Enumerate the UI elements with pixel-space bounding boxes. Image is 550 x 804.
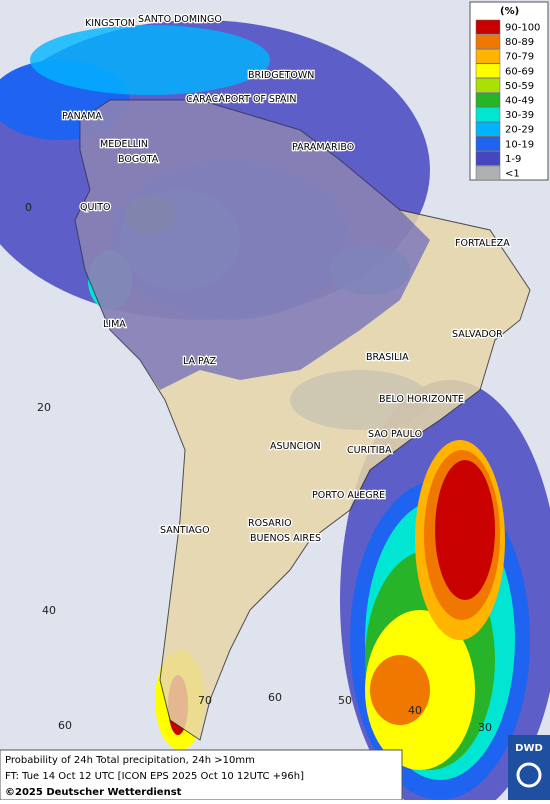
city-label: PORT OF SPAIN: [225, 94, 296, 105]
legend-swatch: [475, 34, 501, 49]
city-label: LIMA: [103, 319, 126, 330]
footer-box: [0, 749, 403, 801]
longitude-label: 50: [338, 694, 352, 707]
legend-label: 80-89: [505, 37, 534, 48]
city-label: BRASILIA: [366, 352, 409, 363]
footer-copyright: ©2025 Deutscher Wetterdienst: [5, 787, 182, 798]
legend-label: 50-59: [505, 81, 534, 92]
legend-swatch: [475, 165, 501, 181]
legend-swatch: [475, 151, 501, 166]
legend-label: 30-39: [505, 110, 534, 121]
city-label: CURITIBA: [347, 445, 392, 456]
latitude-label: 20: [37, 401, 51, 414]
longitude-label: 60: [268, 691, 282, 704]
legend-label: 10-19: [505, 139, 534, 150]
logo: DWD: [515, 743, 543, 754]
legend-label: 60-69: [505, 66, 534, 77]
latitude-label: 60: [58, 719, 72, 732]
legend-label: 20-29: [505, 125, 534, 136]
city-label: BRIDGETOWN: [248, 70, 314, 81]
city-label: PORTO ALEGRE: [312, 490, 385, 501]
legend: (%) 90-100 80-89 70-79 60-69 50-59 40-49 30-39…: [469, 1, 549, 181]
legend-swatch: [475, 92, 501, 108]
legend-swatch: [475, 78, 501, 93]
city-label: BOGOTA: [118, 154, 159, 165]
city-label: BELO HORIZONTE: [379, 394, 464, 405]
city-label: ASUNCION: [270, 441, 321, 452]
logo-box: [508, 735, 550, 800]
legend-swatch: [475, 48, 501, 64]
longitude-label: 30: [478, 721, 492, 734]
city-label: SAO PAULO: [368, 429, 422, 440]
city-label: PANAMA: [62, 111, 102, 122]
land-precip: [75, 100, 430, 390]
longitude-label: 70: [198, 694, 212, 707]
city-label: ROSARIO: [248, 518, 292, 529]
legend-swatch: [475, 107, 501, 122]
city-label: KINGSTON: [85, 18, 135, 29]
city-label: SANTIAGO: [160, 525, 210, 536]
city-label: LA PAZ: [183, 356, 217, 367]
latitude-label: 40: [42, 604, 56, 617]
city-label: BUENOS AIRES: [250, 533, 321, 544]
legend-label: <1: [505, 169, 520, 180]
legend-swatch: [475, 121, 501, 137]
legend-label: 70-79: [505, 52, 534, 63]
city-label: SANTO DOMINGO: [138, 14, 222, 25]
legend-title: (%): [500, 6, 519, 17]
city-label: SALVADOR: [452, 329, 503, 340]
city-label: CARACAS: [186, 94, 231, 105]
logo-icon: [516, 762, 542, 788]
latitude-label: 0: [25, 201, 32, 214]
legend-swatch: [475, 63, 501, 79]
legend-swatch: [475, 136, 501, 152]
legend-label: 1-9: [505, 154, 521, 165]
longitude-label: 40: [408, 704, 422, 717]
legend-label: 90-100: [505, 23, 540, 34]
city-label: FORTALEZA: [455, 238, 510, 249]
footer-forecast-time: FT: Tue 14 Oct 12 UTC [ICON EPS 2025 Oct…: [5, 771, 304, 782]
legend-swatch: [475, 19, 501, 35]
city-label: PARAMARIBO: [292, 142, 354, 153]
city-label: QUITO: [80, 202, 111, 213]
city-labels: KINGSTON SANTO DOMINGO BRIDGETOWN CARACA…: [61, 13, 512, 546]
legend-label: 40-49: [505, 96, 534, 107]
city-label: MEDELLIN: [100, 139, 148, 150]
footer-description: Probability of 24h Total precipitation, …: [5, 755, 255, 766]
